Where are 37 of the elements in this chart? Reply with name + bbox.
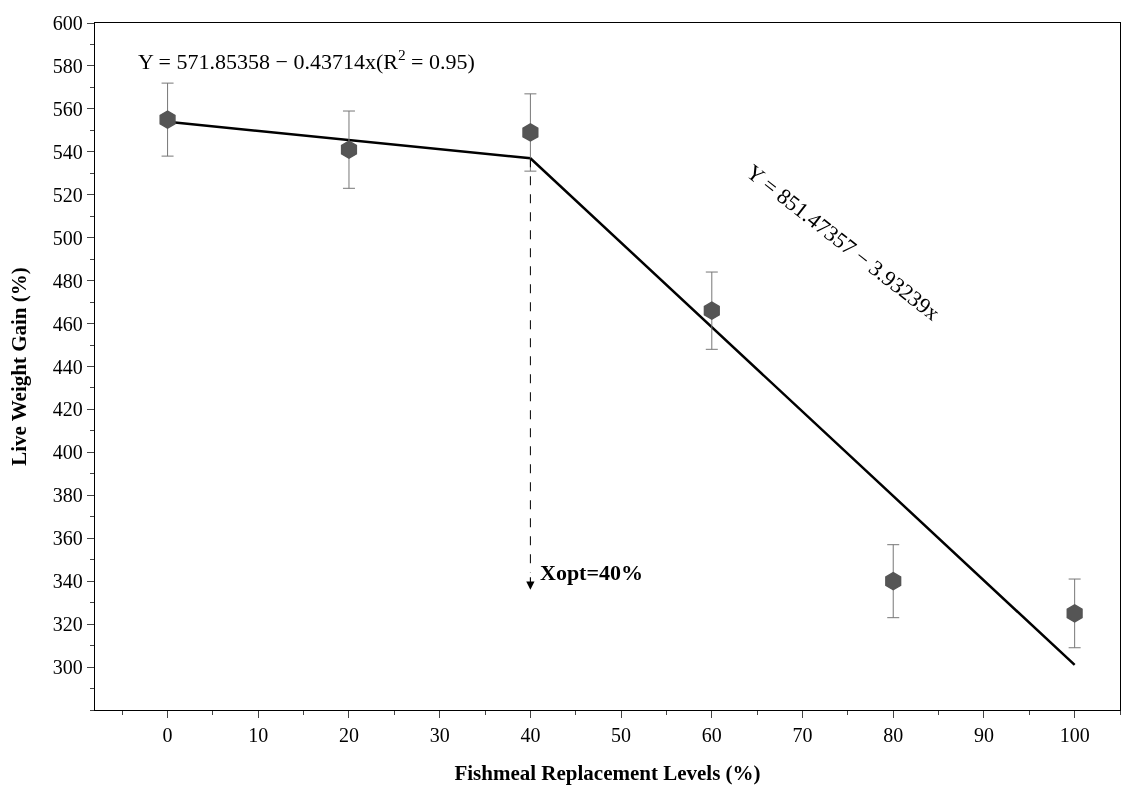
y-tick-label: 320 [52,613,83,636]
y-tick-label: 300 [52,656,83,679]
x-tick-label: 60 [701,724,722,747]
y-tick-label: 420 [52,398,83,421]
y-tick-label: 360 [52,527,83,550]
x-tick-label: 0 [162,724,173,747]
x-tick-label: 70 [792,724,813,747]
point [522,123,539,142]
y-tick-label: 400 [52,441,83,464]
point [1066,604,1083,623]
x-tick-label: 10 [248,724,269,747]
annotation: Xopt=40% [540,560,643,585]
y-tick-label: 560 [52,97,83,120]
x-tick-label: 40 [520,724,541,747]
x-axis-title: Fishmeal Replacement Levels (%) [454,761,761,786]
y-tick-label: 600 [52,12,83,34]
y-tick-label: 380 [52,484,83,507]
point [340,140,358,159]
y-tick-label: 440 [52,355,83,378]
y-axis-title: Live Weight Gain (%) [7,267,31,466]
y-tick-label: 540 [52,140,83,163]
x-tick-label: 20 [338,724,359,747]
y-tick-label: 460 [52,312,83,335]
y-tick-label: 480 [52,269,83,292]
y-tick-label: 500 [52,226,83,249]
point [703,301,720,320]
point [885,571,902,591]
y-tick-label: 520 [52,183,83,206]
point [159,110,176,129]
x-tick-label: 30 [429,724,450,747]
annotation: Y = 571.85358 − 0.43714x(R$^{2}$ = 0.95) [138,46,475,75]
x-tick-label: 80 [883,724,904,747]
y-tick-label: 580 [52,54,83,77]
y-tick-label: 340 [52,570,83,593]
x-tick-label: 90 [973,724,994,747]
x-tick-label: 100 [1059,724,1090,747]
x-tick-label: 50 [611,724,632,747]
